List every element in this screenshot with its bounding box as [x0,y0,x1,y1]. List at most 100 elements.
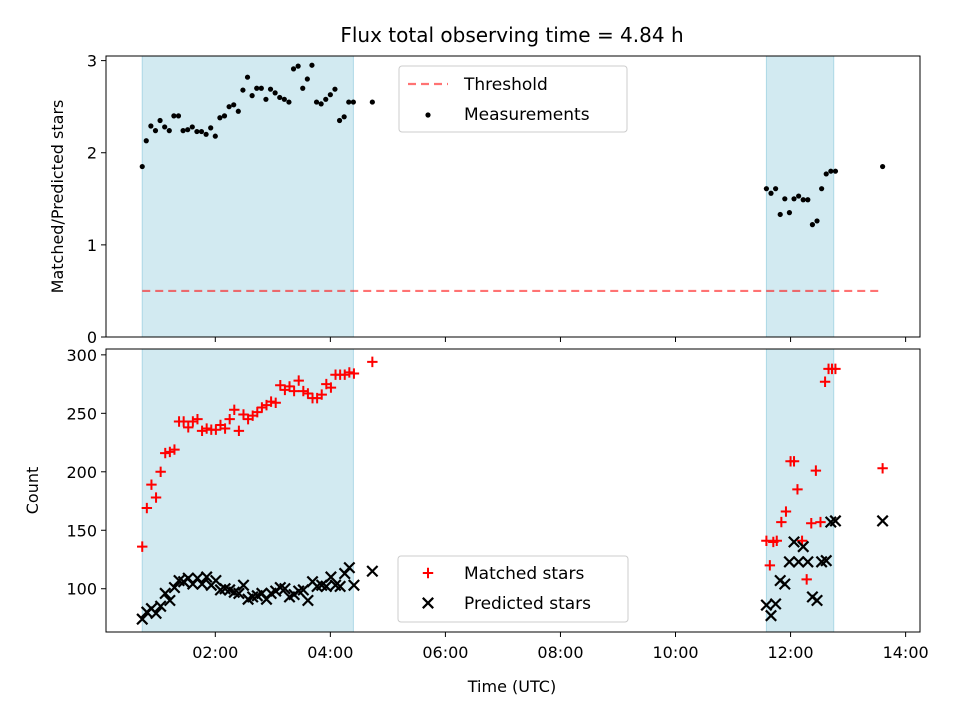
matched-star-point [150,492,162,503]
measurement-point [286,99,292,105]
measurement-point [304,76,310,82]
measurement-point [143,138,149,144]
legend-measurements-swatch [425,112,431,118]
x-tick-label: 08:00 [537,643,583,662]
measurement-point [180,128,186,134]
measurement-point [249,93,255,99]
matched-star-point [830,363,841,375]
measurement-point [327,92,333,98]
ratio-y-tick-label: 3 [87,52,97,71]
predicted-star-point [343,561,356,574]
x-tick-label: 10:00 [652,643,698,662]
matched-star-point [815,516,826,528]
count-y-tick-label: 300 [66,346,97,365]
matched-star-point [155,466,166,477]
predicted-star-point [769,597,782,610]
matched-star-point [164,446,176,458]
measurement-point [175,113,182,119]
count-axes-frame [105,348,921,633]
matched-star-point [233,425,245,437]
predicted-star-point [778,578,791,591]
matched-star-point [192,413,203,425]
predicted-star-point [347,579,360,592]
x-axis-label: Time (UTC) [467,677,556,696]
ratio-y-tick-label: 1 [87,236,97,255]
matched-star-point [187,416,199,427]
count-y-tick-label: 250 [66,404,97,423]
matched-star-point [224,413,235,425]
matched-star-point [788,456,800,467]
matched-star-point [764,560,776,571]
matched-star-point [344,367,355,378]
measurement-point [309,62,315,68]
matched-star-point [316,389,327,400]
legend-threshold-label: Threshold [463,75,548,95]
measurement-point [162,124,168,130]
ratio-panel: 0 1 2 3 Matched/Predicted stars Threshold Meas… [48,52,921,347]
measurement-point [336,117,343,124]
matched-star-point [339,369,350,380]
predicted-star-point [159,587,172,600]
matched-star-point [776,516,787,528]
measurement-point [240,87,246,93]
measurement-point [880,163,886,170]
matched-star-point [210,424,222,435]
measurement-point [189,124,195,130]
count-observing-window-2 [765,348,835,633]
measurement-point [773,186,779,192]
matched-star-point [196,425,208,437]
measurement-point [139,163,145,170]
matched-star-point [801,574,812,585]
predicted-star-point [797,540,810,553]
measurement-point [267,86,274,92]
predicted-star-point [783,555,796,568]
measurement-point [221,113,228,119]
count-y-tick-label: 200 [66,463,97,482]
count-y-tick-label: 150 [66,521,97,540]
measurement-point [300,85,306,91]
measurement-point [263,96,269,102]
measurement-point [369,99,375,105]
legend-predicted-swatch [422,597,434,609]
x-tick-label: 12:00 [768,643,814,662]
matched-star-point [238,409,249,420]
measurement-point [258,85,264,91]
predicted-star-point [765,609,777,622]
measurement-point [777,211,783,218]
matched-star-point [761,535,772,546]
measurement-point [235,108,241,114]
legend-matched-label: Matched stars [464,564,584,584]
matched-star-point [792,484,803,495]
measurement-point [203,131,209,137]
measurement-point [814,218,820,224]
predicted-star-point [334,580,347,593]
matched-star-point [325,382,337,393]
matched-star-point [367,356,378,368]
count-panel: 100 150 200 250 300 02:00 04:00 06:00 08:00 10:00… [23,346,929,662]
matched-star-point [302,388,314,399]
measurement-point [171,113,177,119]
measurement-point [828,168,834,174]
ratio-y-tick-label: 0 [87,328,97,347]
ratio-legend: Threshold Measurements [398,65,628,133]
measurement-point [332,86,338,92]
predicted-star-point [811,594,824,607]
count-legend: Matched stars Predicted stars [397,555,629,623]
matched-star-point [284,381,295,392]
predicted-star-point [792,555,805,568]
matched-star-point [270,397,281,408]
predicted-star-point [209,574,222,587]
measurement-point [166,128,172,134]
legend-measurements-label: Measurements [464,105,590,125]
measurement-point [231,102,237,108]
x-tick-label: 06:00 [422,643,468,662]
matched-star-point [275,380,286,391]
measurement-point [763,186,770,192]
ratio-y-axis-label: Matched/Predicted stars [48,100,67,294]
matched-star-point [819,376,831,387]
predicted-star-point [366,565,379,578]
count-data [136,356,889,626]
matched-star-point [169,444,180,455]
count-legend-box [397,555,629,623]
measurement-point [277,94,283,101]
